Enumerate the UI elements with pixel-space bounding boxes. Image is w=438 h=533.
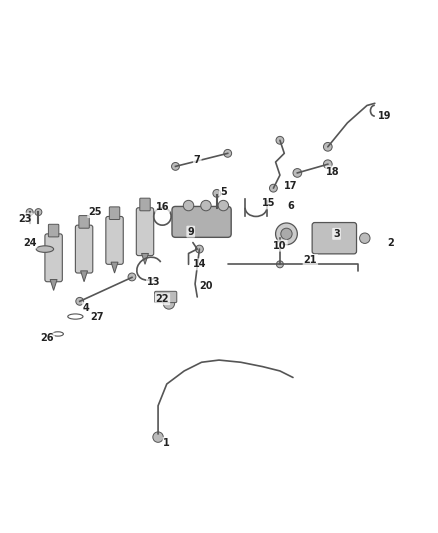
Circle shape — [293, 168, 302, 177]
Text: 27: 27 — [90, 312, 104, 321]
Ellipse shape — [36, 246, 53, 252]
FancyBboxPatch shape — [136, 208, 154, 256]
Text: 18: 18 — [326, 167, 340, 176]
Circle shape — [218, 200, 229, 211]
FancyBboxPatch shape — [110, 207, 120, 220]
FancyBboxPatch shape — [106, 216, 123, 264]
Circle shape — [269, 184, 277, 192]
Text: 16: 16 — [155, 202, 169, 212]
Text: 3: 3 — [333, 229, 340, 239]
Text: 22: 22 — [155, 294, 169, 304]
Circle shape — [195, 245, 203, 253]
Circle shape — [276, 223, 297, 245]
Text: 7: 7 — [194, 155, 201, 165]
Polygon shape — [141, 254, 148, 264]
Text: 10: 10 — [273, 240, 287, 251]
Circle shape — [76, 297, 84, 305]
Circle shape — [323, 160, 332, 168]
Text: 20: 20 — [199, 281, 213, 291]
Text: 26: 26 — [40, 333, 54, 343]
FancyBboxPatch shape — [45, 234, 62, 282]
Text: 23: 23 — [18, 214, 32, 224]
Circle shape — [323, 142, 332, 151]
Circle shape — [128, 273, 136, 281]
FancyBboxPatch shape — [79, 215, 89, 228]
Text: 6: 6 — [287, 200, 294, 211]
Circle shape — [360, 233, 370, 244]
Circle shape — [163, 298, 175, 309]
Text: 17: 17 — [284, 181, 297, 191]
FancyBboxPatch shape — [75, 225, 93, 273]
Circle shape — [276, 261, 283, 268]
Polygon shape — [81, 271, 88, 282]
Text: 21: 21 — [304, 255, 317, 265]
FancyBboxPatch shape — [312, 223, 357, 254]
Text: 1: 1 — [163, 438, 170, 448]
Circle shape — [184, 200, 194, 211]
Circle shape — [35, 208, 42, 215]
Text: 25: 25 — [88, 207, 102, 217]
FancyBboxPatch shape — [172, 206, 231, 237]
Text: 13: 13 — [147, 277, 160, 287]
Text: 5: 5 — [220, 187, 227, 197]
Text: 19: 19 — [378, 111, 391, 122]
Circle shape — [26, 208, 33, 215]
Text: 2: 2 — [388, 238, 394, 247]
Circle shape — [172, 163, 180, 171]
Text: 9: 9 — [187, 227, 194, 237]
Circle shape — [213, 189, 221, 197]
Circle shape — [281, 228, 292, 239]
FancyBboxPatch shape — [155, 292, 177, 303]
FancyBboxPatch shape — [48, 224, 59, 237]
Circle shape — [153, 432, 163, 442]
FancyBboxPatch shape — [140, 198, 150, 211]
Polygon shape — [111, 262, 118, 273]
Text: 24: 24 — [23, 238, 36, 247]
Text: 14: 14 — [193, 260, 206, 269]
Polygon shape — [50, 279, 57, 290]
Circle shape — [201, 200, 211, 211]
Circle shape — [224, 149, 232, 157]
Circle shape — [276, 136, 284, 144]
Text: 15: 15 — [262, 198, 276, 208]
Text: 4: 4 — [83, 303, 90, 313]
